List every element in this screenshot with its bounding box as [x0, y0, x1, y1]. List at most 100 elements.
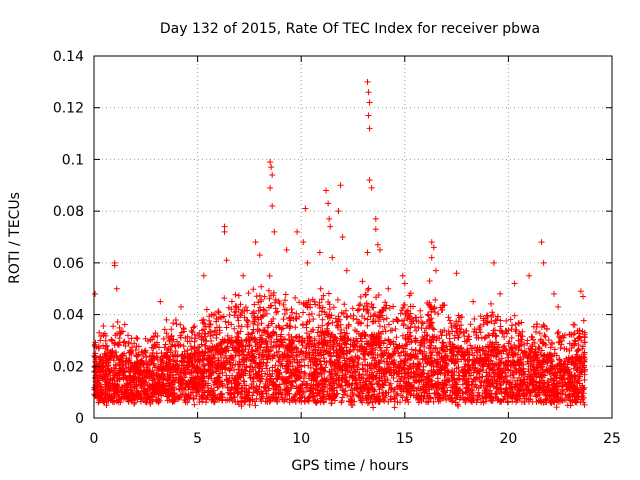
roti-point [369, 304, 376, 311]
roti-point [318, 365, 325, 372]
roti-point [317, 285, 324, 292]
roti-point [228, 298, 235, 305]
roti-point [297, 388, 304, 395]
roti-point [495, 373, 502, 380]
roti-point [256, 336, 263, 343]
roti-point [248, 330, 255, 337]
roti-point [368, 332, 375, 339]
roti-point [280, 301, 287, 308]
roti-point [472, 365, 479, 372]
roti-point [411, 323, 418, 330]
roti-point [390, 388, 397, 395]
roti-point [187, 377, 194, 384]
roti-point [241, 382, 248, 389]
roti-point [117, 331, 124, 338]
roti-point [163, 330, 170, 337]
roti-point [207, 321, 214, 328]
roti-point [239, 307, 246, 314]
roti-point [464, 385, 471, 392]
roti-point [494, 313, 501, 320]
roti-point [341, 341, 348, 348]
roti-point [475, 385, 482, 392]
roti-point [312, 301, 319, 308]
roti-point [121, 338, 128, 345]
roti-point [483, 369, 490, 376]
roti-point [164, 354, 171, 361]
roti-point [370, 404, 377, 411]
roti-point [302, 388, 309, 395]
roti-point [129, 363, 136, 370]
roti-point [292, 398, 299, 405]
roti-point [514, 394, 521, 401]
roti-point [125, 332, 132, 339]
roti-point [190, 384, 197, 391]
roti-point [538, 324, 545, 331]
roti-point [512, 321, 519, 328]
roti-point [370, 312, 377, 319]
roti-point [339, 363, 346, 370]
roti-point [329, 387, 336, 394]
roti-point [234, 398, 241, 405]
roti-point [364, 303, 371, 310]
roti-point [558, 360, 565, 367]
roti-point [518, 371, 525, 378]
roti-point [165, 392, 172, 399]
roti-point [208, 338, 215, 345]
roti-point [500, 347, 507, 354]
roti-point [303, 299, 310, 306]
roti-point [438, 307, 445, 314]
roti-point [388, 358, 395, 365]
roti-point [443, 376, 450, 383]
roti-point [192, 367, 199, 374]
roti-point [284, 396, 291, 403]
roti-point [390, 340, 397, 347]
roti-point [143, 364, 150, 371]
roti-point [344, 382, 351, 389]
roti-point [254, 371, 261, 378]
roti-point [173, 321, 180, 328]
roti-point [376, 323, 383, 330]
roti-point [549, 364, 556, 371]
roti-point [191, 401, 198, 408]
roti-point [257, 344, 264, 351]
roti-point [532, 328, 539, 335]
roti-point [121, 367, 128, 374]
roti-point [468, 345, 475, 352]
roti-point [328, 353, 335, 360]
roti-point [356, 394, 363, 401]
roti-point [293, 333, 300, 340]
roti-point [102, 375, 109, 382]
roti-point [469, 361, 476, 368]
roti-point [315, 324, 322, 331]
roti-point [333, 384, 340, 391]
roti-point [528, 368, 535, 375]
roti-point [382, 299, 389, 306]
roti-point [263, 353, 270, 360]
roti-point [216, 370, 223, 377]
roti-point [580, 399, 587, 406]
roti-point [376, 398, 383, 405]
roti-point [354, 307, 361, 314]
roti-point [184, 347, 191, 354]
roti-point [381, 394, 388, 401]
roti-point [393, 334, 400, 341]
roti-point [410, 387, 417, 394]
roti-point [194, 332, 201, 339]
roti-point [541, 372, 548, 379]
roti-point [537, 371, 544, 378]
roti-point [247, 363, 254, 370]
roti-point [514, 381, 521, 388]
roti-point [149, 397, 156, 404]
roti-point [575, 386, 582, 393]
roti-point [524, 373, 531, 380]
roti-point [535, 386, 542, 393]
roti-point [355, 306, 362, 313]
roti-point [231, 325, 238, 332]
roti-point [569, 355, 576, 362]
roti-point [341, 301, 348, 308]
roti-point [200, 392, 207, 399]
roti-point [326, 392, 333, 399]
roti-point [316, 302, 323, 309]
roti-point [376, 309, 383, 316]
roti-point [118, 365, 125, 372]
